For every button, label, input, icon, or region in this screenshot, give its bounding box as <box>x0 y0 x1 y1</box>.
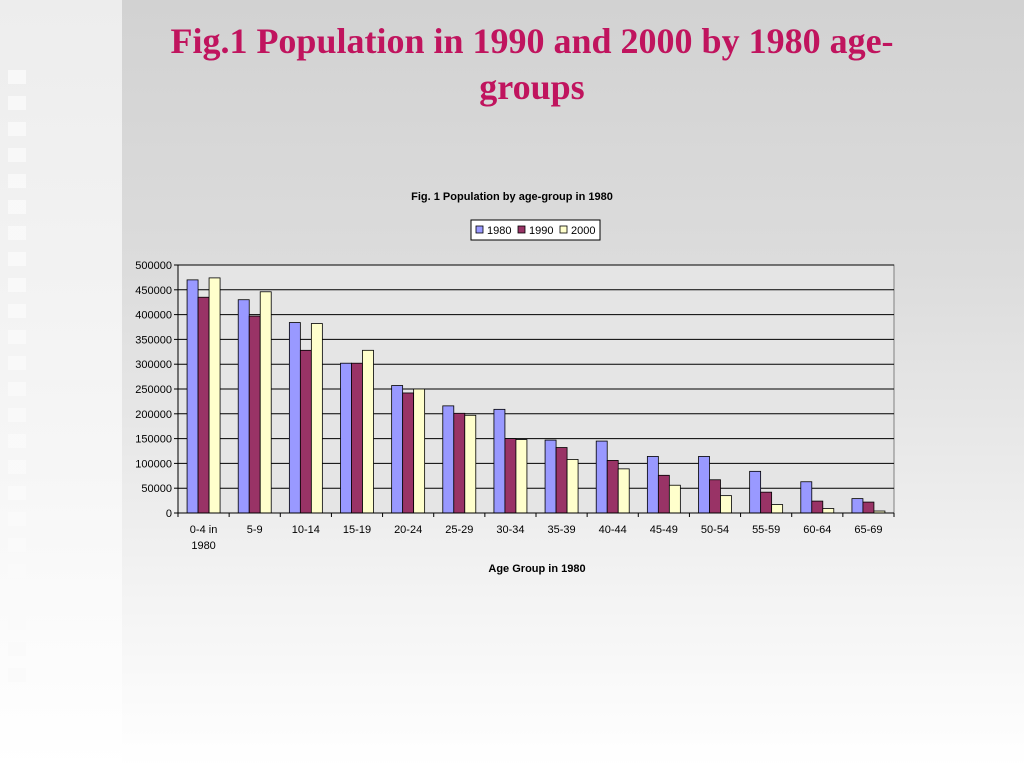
bar-2000-3 <box>362 349 374 514</box>
bar-1990-0 <box>197 296 210 514</box>
decorative-left-strip <box>0 0 122 768</box>
x-tick-label: 25-29 <box>445 524 473 536</box>
legend-swatch-2000 <box>559 225 568 234</box>
y-tick-label: 150000 <box>135 434 172 446</box>
y-tick-label: 200000 <box>135 409 172 421</box>
y-tick-label: 250000 <box>135 384 172 396</box>
x-tick-label: 50-54 <box>701 524 729 536</box>
bar-1990-2 <box>299 349 312 514</box>
bar-1990-7 <box>555 447 568 514</box>
y-axis-ticks: 0 50000 100000 150000 200000 250000 300000 3500… <box>135 260 178 520</box>
bar-2000-1 <box>259 291 272 514</box>
bar-1990-8 <box>606 460 619 514</box>
bar-1990-6 <box>504 438 517 514</box>
bar-1990-9 <box>657 474 670 514</box>
bar-2000-0 <box>208 277 221 514</box>
x-tick-label: 60-64 <box>803 524 831 536</box>
legend: 1980 1990 2000 <box>470 219 601 241</box>
bar-1980-3 <box>340 362 352 514</box>
bar-1980-5 <box>442 405 455 514</box>
bar-2000-6 <box>515 439 528 514</box>
legend-box <box>470 219 601 241</box>
bar-1980-1 <box>237 299 250 514</box>
y-tick-label: 0 <box>166 508 172 520</box>
bar-2000-4 <box>413 388 426 514</box>
x-tick-label: 15-19 <box>343 524 371 536</box>
bar-1980-4 <box>391 385 404 514</box>
bar-1980-12 <box>800 481 813 514</box>
x-tick-label: 35-39 <box>548 524 576 536</box>
bar-1990-5 <box>453 412 466 514</box>
x-tick-label: 40-44 <box>599 524 627 536</box>
y-tick-label: 450000 <box>135 285 172 297</box>
y-tick-label: 100000 <box>135 458 172 470</box>
bar-1990-11 <box>760 491 773 514</box>
x-tick-label: 65-69 <box>854 524 882 536</box>
bar-2000-5 <box>464 414 477 514</box>
x-tick-label: 45-49 <box>650 524 678 536</box>
legend-label-1980: 1980 <box>487 225 511 237</box>
bar-1990-10 <box>709 479 721 514</box>
x-tick-label: 5-9 <box>247 524 263 536</box>
bar-1990-4 <box>402 392 415 514</box>
bar-1990-3 <box>351 362 363 514</box>
bar-1980-13 <box>851 498 864 514</box>
chart-title: Fig. 1 Population by age-group in 1980 <box>411 191 613 203</box>
bar-1990-1 <box>248 315 261 514</box>
legend-label-1990: 1990 <box>529 225 553 237</box>
bar-1980-6 <box>493 408 506 514</box>
bar-1980-10 <box>698 456 710 514</box>
bar-2000-2 <box>310 323 323 514</box>
x-axis-label: Age Group in 1980 <box>488 563 585 575</box>
x-tick-label: 10-14 <box>292 524 320 536</box>
bar-2000-12 <box>822 508 835 514</box>
bar-1990-13 <box>862 501 875 514</box>
legend-swatch-1980 <box>475 225 484 234</box>
slide-title: Fig.1 Population in 1990 and 2000 by 198… <box>170 21 894 107</box>
x-tick-label: 0-4 in 1980 <box>190 524 218 552</box>
legend-swatch-1990 <box>517 225 526 234</box>
bar-1980-2 <box>288 322 301 514</box>
bar-1980-11 <box>749 470 762 514</box>
film-strip-pattern <box>8 70 26 690</box>
y-tick-label: 350000 <box>135 334 172 346</box>
x-axis-ticks: 0-4 in 1980 5-9 10-14 15-19 20-24 25-29 30-34 35… <box>177 513 895 552</box>
x-tick-label: 30-34 <box>496 524 524 536</box>
y-tick-label: 50000 <box>141 483 172 495</box>
bar-2000-11 <box>771 504 784 514</box>
y-tick-label: 300000 <box>135 359 172 371</box>
y-tick-label: 400000 <box>135 310 172 322</box>
bar-2000-9 <box>668 484 681 514</box>
legend-label-2000: 2000 <box>571 225 595 237</box>
bars <box>186 277 886 514</box>
y-tick-label: 500000 <box>135 260 172 272</box>
bar-1980-8 <box>595 440 608 514</box>
bar-2000-7 <box>566 459 579 514</box>
bar-1980-7 <box>544 439 557 514</box>
bar-2000-10 <box>720 495 732 514</box>
bar-2000-8 <box>617 468 630 514</box>
bar-1990-12 <box>811 500 824 514</box>
x-tick-label: 55-59 <box>752 524 780 536</box>
x-tick-label: 20-24 <box>394 524 422 536</box>
bar-1980-9 <box>646 456 659 514</box>
bar-1980-0 <box>186 279 199 514</box>
